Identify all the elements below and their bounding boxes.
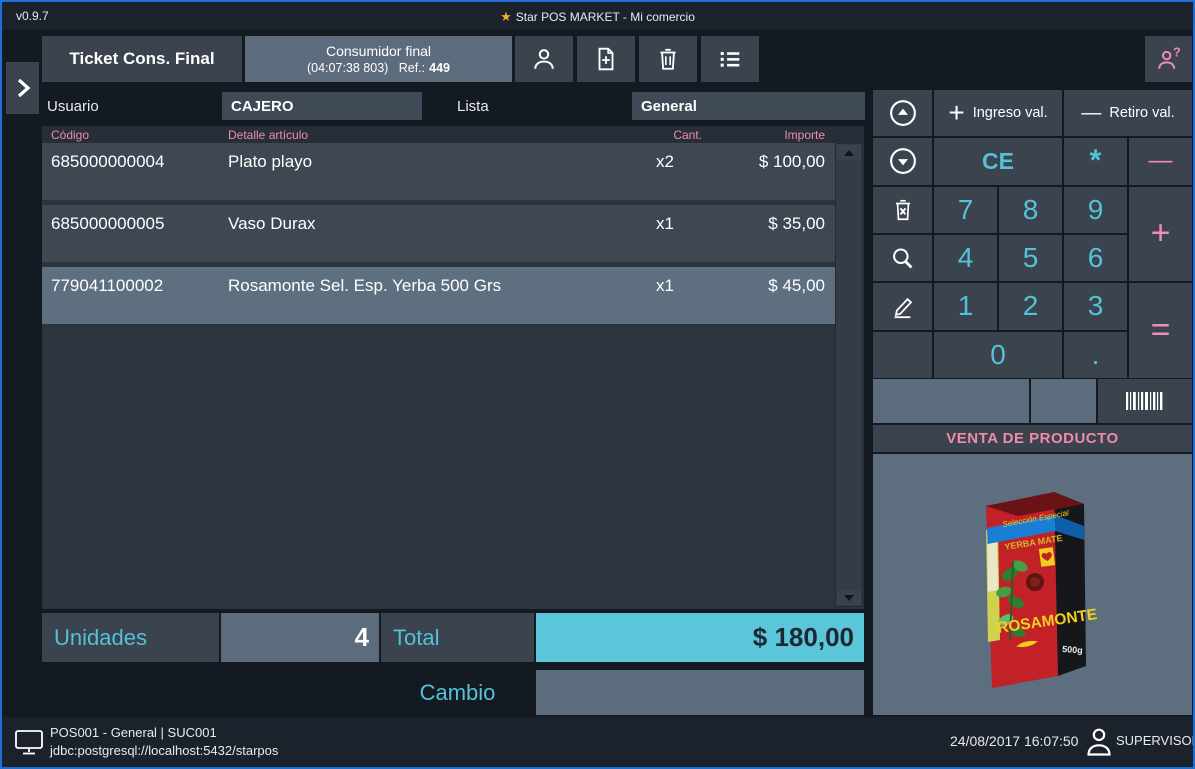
multiply-key[interactable]: * <box>1064 138 1127 185</box>
minus-key[interactable]: — <box>1129 138 1192 185</box>
trash-icon <box>660 48 676 70</box>
total-label: Total <box>381 613 534 662</box>
triangle-down-icon <box>844 594 854 601</box>
barcode-icon <box>1126 392 1163 410</box>
cash-in-button[interactable]: + Ingreso val. <box>934 90 1062 137</box>
terminal-info: POS001 - General | SUC001 <box>50 725 217 740</box>
col-qty: Cant. <box>673 128 702 142</box>
list-icon <box>720 52 740 67</box>
key-0[interactable]: 0 <box>934 331 1062 378</box>
keypad: + Ingreso val. — Retiro val. CE * — 7 8 9 … <box>873 90 1192 378</box>
product-image-panel: Selección Especial YERBA MATE ROSAMONTE … <box>873 454 1192 715</box>
logged-user-name: SUPERVISOR <box>1116 733 1195 748</box>
key-2[interactable]: 2 <box>999 283 1062 330</box>
barcode-scan-button[interactable] <box>1098 379 1192 423</box>
user-label: Usuario <box>47 98 99 115</box>
triangle-up-icon <box>844 149 854 156</box>
items-table: Código Detalle artículo Cant. Importe 68… <box>42 126 864 609</box>
table-header: Código Detalle artículo Cant. Importe <box>42 126 864 143</box>
person-icon <box>534 49 554 70</box>
scroll-item-down-button[interactable] <box>873 138 932 185</box>
units-label: Unidades <box>42 613 219 662</box>
delete-item-button[interactable] <box>873 186 932 233</box>
product-sale-header: VENTA DE PRODUCTO <box>873 425 1192 452</box>
delete-ticket-button[interactable] <box>639 36 697 82</box>
new-ticket-button[interactable] <box>577 36 635 82</box>
user-field[interactable]: CAJERO <box>222 92 422 120</box>
change-value <box>536 670 864 715</box>
circle-arrow-down-icon <box>889 148 916 175</box>
key-decimal[interactable]: . <box>1064 331 1127 378</box>
quantity-input[interactable] <box>873 379 1029 423</box>
ticket-list-button[interactable] <box>701 36 759 82</box>
window-title: ★ Star POS MARKET - Mi comercio <box>500 9 695 24</box>
star-icon: ★ <box>500 9 512 24</box>
table-row[interactable]: 685000000005 Vaso Durax x1 $ 35,00 <box>42 205 835 262</box>
plus-icon: + <box>948 97 965 129</box>
price-list-field[interactable]: General <box>632 92 865 120</box>
scroll-item-up-button[interactable] <box>873 90 932 137</box>
amount-input[interactable] <box>1031 379 1096 423</box>
table-row-selected[interactable]: 779041100002 Rosamonte Sel. Esp. Yerba 5… <box>42 267 835 324</box>
terminal-icon <box>14 729 44 761</box>
person-question-icon: ? <box>1157 46 1181 69</box>
search-icon <box>893 248 913 269</box>
change-label: Cambio <box>419 679 496 705</box>
plus-key[interactable]: + <box>1129 186 1192 282</box>
user-help-button[interactable]: ? <box>1145 36 1192 82</box>
status-bar: POS001 - General | SUC001 jdbc:postgresq… <box>2 717 1193 767</box>
ticket-type-button[interactable]: Ticket Cons. Final <box>42 36 242 82</box>
key-6[interactable]: 6 <box>1064 234 1127 282</box>
cash-out-button[interactable]: — Retiro val. <box>1064 90 1192 137</box>
scroll-down-button[interactable] <box>837 590 861 605</box>
col-amount: Importe <box>784 128 825 142</box>
table-row[interactable]: 685000000004 Plato playo x2 $ 100,00 <box>42 143 835 200</box>
table-scrollbar[interactable] <box>835 143 863 607</box>
key-1[interactable]: 1 <box>934 283 997 330</box>
pencil-icon <box>894 297 913 319</box>
col-detail: Detalle artículo <box>228 128 309 142</box>
datetime: 24/08/2017 16:07:50 <box>950 733 1079 749</box>
col-code: Código <box>51 128 90 142</box>
app-version: v0.9.7 <box>16 9 49 23</box>
key-9[interactable]: 9 <box>1064 186 1127 233</box>
minus-icon: — <box>1081 101 1102 124</box>
key-5[interactable]: 5 <box>999 234 1062 282</box>
chevron-right-icon <box>17 78 30 98</box>
clear-entry-key[interactable]: CE <box>934 138 1062 185</box>
circle-arrow-up-icon <box>889 100 916 127</box>
connection-string: jdbc:postgresql://localhost:5432/starpos <box>50 743 279 758</box>
search-product-button[interactable] <box>873 234 932 282</box>
svg-text:?: ? <box>1173 46 1181 60</box>
customer-button[interactable]: Consumidor final (04:07:38 803) Ref.: 449 <box>245 36 512 82</box>
trash-x-icon <box>895 199 910 220</box>
key-3[interactable]: 3 <box>1064 283 1127 330</box>
title-bar: v0.9.7 ★ Star POS MARKET - Mi comercio <box>2 2 1193 30</box>
key-7[interactable]: 7 <box>934 186 997 233</box>
key-8[interactable]: 8 <box>999 186 1062 233</box>
edit-item-button[interactable] <box>873 283 932 330</box>
svg-text:500g: 500g <box>1061 644 1082 655</box>
new-document-icon <box>598 47 614 71</box>
price-list-label: Lista <box>457 98 489 115</box>
equals-key[interactable]: = <box>1129 283 1192 378</box>
keypad-blank <box>873 331 932 378</box>
product-image: Selección Especial YERBA MATE ROSAMONTE … <box>985 491 1098 688</box>
scroll-up-button[interactable] <box>837 145 861 160</box>
key-4[interactable]: 4 <box>934 234 997 282</box>
logged-user-icon <box>1084 725 1114 762</box>
customer-select-button[interactable] <box>515 36 573 82</box>
total-value: $ 180,00 <box>536 613 864 662</box>
units-value: 4 <box>221 613 379 662</box>
expand-panel-button[interactable] <box>6 62 39 114</box>
